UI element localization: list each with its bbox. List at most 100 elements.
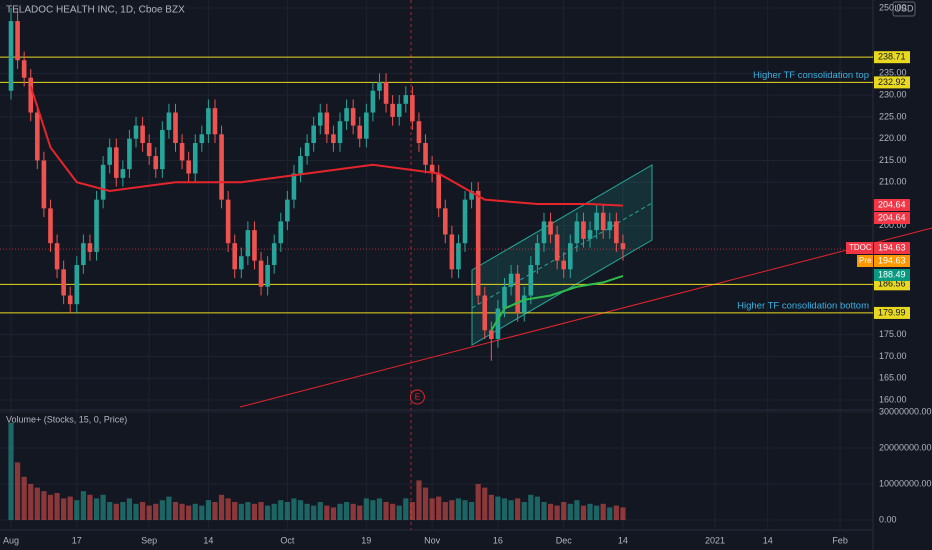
volume-bar — [80, 491, 86, 520]
candle-body — [94, 199, 99, 252]
volume-bar — [126, 498, 133, 520]
candle-body — [436, 173, 441, 209]
price-tag: Pre — [859, 256, 872, 265]
volume-bar — [61, 498, 67, 520]
candle-body — [120, 169, 126, 178]
candle-body — [67, 295, 73, 305]
candle-body — [199, 134, 205, 144]
candle-body — [278, 221, 284, 244]
candle-body — [489, 330, 494, 340]
y-tick-label: 160.00 — [879, 394, 907, 404]
x-tick-label: Oct — [280, 535, 295, 545]
volume-bar — [436, 496, 442, 520]
volume-bar — [14, 462, 21, 520]
volume-bar — [521, 502, 527, 520]
volume-bar — [416, 480, 422, 520]
volume-bar — [363, 498, 369, 520]
candle-body — [140, 125, 145, 144]
volume-bar — [449, 500, 455, 520]
x-tick-label: 14 — [618, 535, 628, 545]
candle-body — [350, 108, 356, 126]
volume-bar — [166, 496, 172, 520]
candle-body — [41, 160, 47, 209]
price-label: 188.49 — [878, 269, 906, 279]
price-tag-box — [846, 242, 873, 254]
volume-bar — [21, 476, 27, 520]
volume-bar — [370, 500, 376, 520]
x-tick-label: 16 — [493, 535, 503, 545]
x-tick-label: 14 — [763, 535, 773, 545]
candle-body — [212, 108, 218, 135]
x-tick-label: 14 — [203, 535, 213, 545]
volume-bar — [74, 500, 80, 520]
volume-bar — [324, 505, 330, 520]
candle-body — [574, 221, 580, 244]
price-label-box — [874, 212, 910, 224]
candle-body — [607, 221, 613, 231]
volume-bar — [140, 502, 146, 520]
candle-body — [495, 308, 501, 340]
earnings-label: E — [415, 393, 420, 402]
volume-bar — [495, 496, 501, 520]
volume-bar — [133, 503, 139, 520]
candle-body — [15, 21, 20, 61]
candle-body — [61, 269, 66, 296]
candle-body — [219, 134, 224, 200]
volume-tick-label: 10000000.00 — [879, 478, 932, 488]
y-tick-label: 235.00 — [879, 68, 907, 78]
candle-body — [311, 125, 316, 144]
volume-bar — [159, 500, 165, 520]
volume-bar — [455, 498, 462, 520]
volume-bar — [34, 487, 40, 520]
volume-bar — [28, 484, 34, 520]
candle-body — [206, 108, 211, 135]
volume-bar — [107, 502, 113, 520]
candle-body — [442, 208, 448, 235]
volume-bar — [574, 500, 580, 520]
x-tick-label: Dec — [556, 535, 573, 545]
volume-bar — [567, 503, 573, 520]
price-label-box — [874, 255, 910, 267]
candle-body — [429, 164, 435, 174]
candle-body — [554, 234, 560, 261]
price-label: 204.64 — [878, 199, 906, 209]
volume-bar — [199, 505, 205, 520]
volume-bar — [469, 502, 475, 520]
y-tick-label: 220.00 — [879, 133, 907, 143]
candle-body — [48, 208, 53, 244]
candle-body — [344, 108, 349, 122]
volume-bar — [580, 505, 587, 520]
candle-body — [561, 260, 567, 270]
x-tick-label: Aug — [3, 535, 19, 545]
candle-body — [390, 103, 395, 117]
price-label: 194.63 — [878, 242, 906, 252]
volume-bar — [442, 502, 448, 520]
level-label: 232.92 — [878, 77, 906, 87]
candle-body — [173, 112, 178, 144]
candle-body — [482, 295, 488, 331]
volume-bar — [357, 505, 363, 520]
candle-body — [107, 147, 112, 165]
x-tick-label: 19 — [361, 535, 371, 545]
volume-bar — [488, 494, 494, 520]
candle-body — [410, 95, 415, 122]
volume-bar — [462, 500, 468, 520]
volume-bar — [186, 505, 192, 520]
price-label-box — [874, 199, 910, 211]
volume-bar — [212, 502, 218, 520]
candle-body — [127, 138, 132, 170]
y-tick-label: 250.00 — [879, 2, 907, 12]
volume-bar — [278, 500, 284, 520]
candle-body — [568, 243, 573, 270]
candle-body — [245, 230, 251, 257]
earnings-marker — [409, 389, 425, 405]
candle-body — [8, 21, 14, 91]
candle-body — [528, 264, 534, 296]
volume-bar — [422, 487, 429, 520]
price-label-box — [874, 242, 910, 254]
candle-body — [469, 190, 474, 200]
candle-body — [298, 156, 303, 174]
volume-bar — [311, 505, 317, 520]
volume-tick-label: 0.00 — [879, 514, 897, 524]
